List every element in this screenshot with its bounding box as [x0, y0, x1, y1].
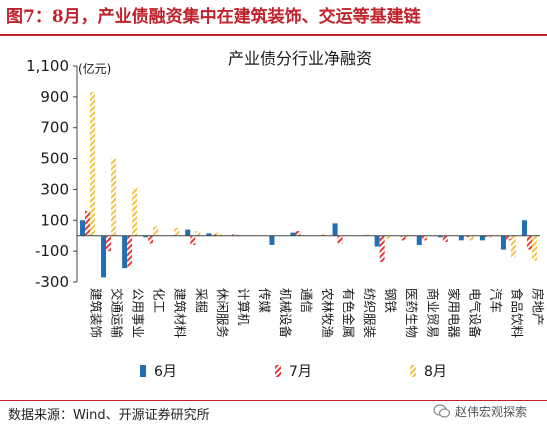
y-tick-label: 1,100 — [26, 57, 69, 75]
x-tick-label: 建筑材料 — [173, 288, 188, 339]
bar-8月-建筑材料 — [174, 228, 180, 236]
source-divider — [0, 400, 547, 401]
y-axis-unit-label: (亿元) — [78, 61, 111, 76]
x-tick-label: 家用电器 — [446, 288, 461, 339]
x-tick-label: 有色金属 — [341, 288, 356, 338]
x-tick-label: 公用事业 — [131, 288, 146, 338]
title-divider — [0, 34, 547, 36]
bar-8月-化工 — [153, 226, 159, 236]
x-tick-label: 医药生物 — [404, 288, 419, 338]
x-tick-label: 纺织服装 — [362, 288, 377, 338]
bar-8月-食品饮料 — [510, 235, 516, 258]
legend: 6月 7月 8月 — [140, 364, 447, 380]
y-axis: -300 -100 100 300 500 700 900 1,100 — [26, 57, 78, 291]
x-tick-label: 食品饮料 — [509, 288, 524, 339]
y-tick-label: 100 — [40, 211, 69, 229]
legend-swatch-7月 — [275, 365, 281, 377]
bar-6月-机械设备 — [269, 235, 275, 245]
y-tick-label: -300 — [35, 273, 69, 291]
bar-chart: 产业债分行业净融资 (亿元) -300 -100 100 300 500 700 900 1,… — [26, 49, 545, 380]
bar-6月-化工 — [143, 235, 149, 238]
bar-6月-采掘 — [185, 229, 191, 236]
bar-8月-采掘 — [195, 231, 201, 236]
bar-8月-公用事业 — [132, 187, 138, 236]
bar-6月-食品饮料 — [500, 235, 506, 250]
legend-swatch-8月 — [410, 365, 416, 377]
bar-7月-家用电器 — [442, 235, 448, 242]
bar-7月-建筑装饰 — [85, 211, 91, 236]
bar-6月-通信 — [290, 232, 296, 236]
x-tick-label: 建筑装饰 — [89, 288, 104, 338]
legend-label-8月: 8月 — [424, 364, 447, 380]
y-tick-label: 300 — [40, 180, 69, 198]
x-tick-label: 传媒 — [257, 288, 272, 314]
y-tick-label: 700 — [40, 119, 69, 137]
bar-8月-房地产 — [531, 235, 537, 261]
bar-6月-家用电器 — [437, 235, 443, 238]
bar-7月-房地产 — [526, 235, 532, 250]
x-tick-label: 机械设备 — [278, 288, 293, 339]
x-tick-label: 电气设备 — [467, 288, 482, 339]
bar-7月-钢铁 — [379, 235, 385, 262]
wechat-watermark: 赵伟宏观探索 — [433, 402, 527, 420]
bar-6月-商业贸易 — [416, 235, 422, 245]
x-tick-label: 采掘 — [194, 288, 209, 313]
bar-8月-建筑装饰 — [90, 92, 96, 236]
bar-6月-汽车 — [479, 235, 485, 241]
bar-6月-房地产 — [521, 220, 527, 236]
x-tick-label: 交通运输 — [110, 288, 125, 339]
bar-7月-汽车 — [484, 235, 490, 238]
x-tick-label: 钢铁 — [383, 288, 398, 314]
bar-7月-公用事业 — [127, 235, 133, 267]
x-tick-label: 通信 — [299, 288, 314, 313]
chart-title: 产业债分行业净融资 — [228, 49, 372, 68]
watermark-text: 赵伟宏观探索 — [454, 404, 527, 419]
bar-8月-汽车 — [489, 235, 495, 238]
bar-7月-化工 — [148, 235, 154, 244]
bar-7月-医药生物 — [400, 235, 406, 241]
bar-8月-农林牧渔 — [321, 234, 327, 236]
bar-6月-电气设备 — [458, 235, 464, 241]
bar-7月-商业贸易 — [421, 235, 427, 241]
bar-8月-钢铁 — [384, 235, 390, 239]
legend-label-6月: 6月 — [154, 364, 177, 380]
y-tick-label: -100 — [35, 242, 69, 260]
bar-7月-计算机 — [232, 234, 238, 236]
legend-label-7月: 7月 — [289, 364, 312, 380]
wechat-icon — [433, 404, 451, 418]
y-tick-label: 500 — [40, 150, 69, 168]
x-tick-label: 农林牧渔 — [320, 288, 335, 338]
y-tick-label: 900 — [40, 88, 69, 106]
bar-6月-建筑装饰 — [80, 220, 86, 236]
bar-6月-交通运输 — [101, 235, 107, 278]
bar-7月-有色金属 — [337, 235, 343, 244]
bar-7月-通信 — [295, 231, 301, 236]
x-tick-label: 计算机 — [236, 288, 251, 326]
bar-6月-有色金属 — [332, 223, 338, 236]
x-axis: 建筑装饰 交通运输 公用事业 化工 建筑材料 采掘 休闲服务 计算机 传媒 机械设备 通信 农林牧渔有… — [77, 235, 545, 339]
x-tick-label: 汽车 — [488, 288, 503, 313]
bar-7月-食品饮料 — [505, 235, 511, 241]
bar-8月-医药生物 — [405, 235, 411, 238]
bar-6月-公用事业 — [122, 235, 128, 269]
bar-8月-交通运输 — [111, 158, 117, 236]
x-tick-label: 休闲服务 — [215, 288, 230, 338]
figure-title: 图7：8月，产业债融资集中在建筑装饰、交运等基建链 — [6, 7, 421, 27]
x-tick-label: 商业贸易 — [425, 288, 440, 338]
bar-7月-交通运输 — [106, 235, 112, 252]
legend-swatch-6月 — [140, 365, 146, 377]
bar-8月-纺织服装 — [363, 234, 369, 236]
bar-7月-采掘 — [190, 235, 196, 245]
data-source-note: 数据来源：Wind、开源证券研究所 — [8, 408, 210, 423]
x-tick-label: 房地产 — [530, 288, 545, 326]
bar-7月-电气设备 — [463, 235, 469, 238]
bar-7月-休闲服务 — [211, 234, 217, 236]
bar-6月-钢铁 — [374, 235, 380, 247]
bar-8月-休闲服务 — [216, 232, 222, 236]
bar-8月-电气设备 — [468, 235, 474, 241]
x-tick-label: 化工 — [152, 288, 167, 313]
bar-series-group — [80, 92, 537, 278]
bar-6月-休闲服务 — [206, 233, 212, 236]
